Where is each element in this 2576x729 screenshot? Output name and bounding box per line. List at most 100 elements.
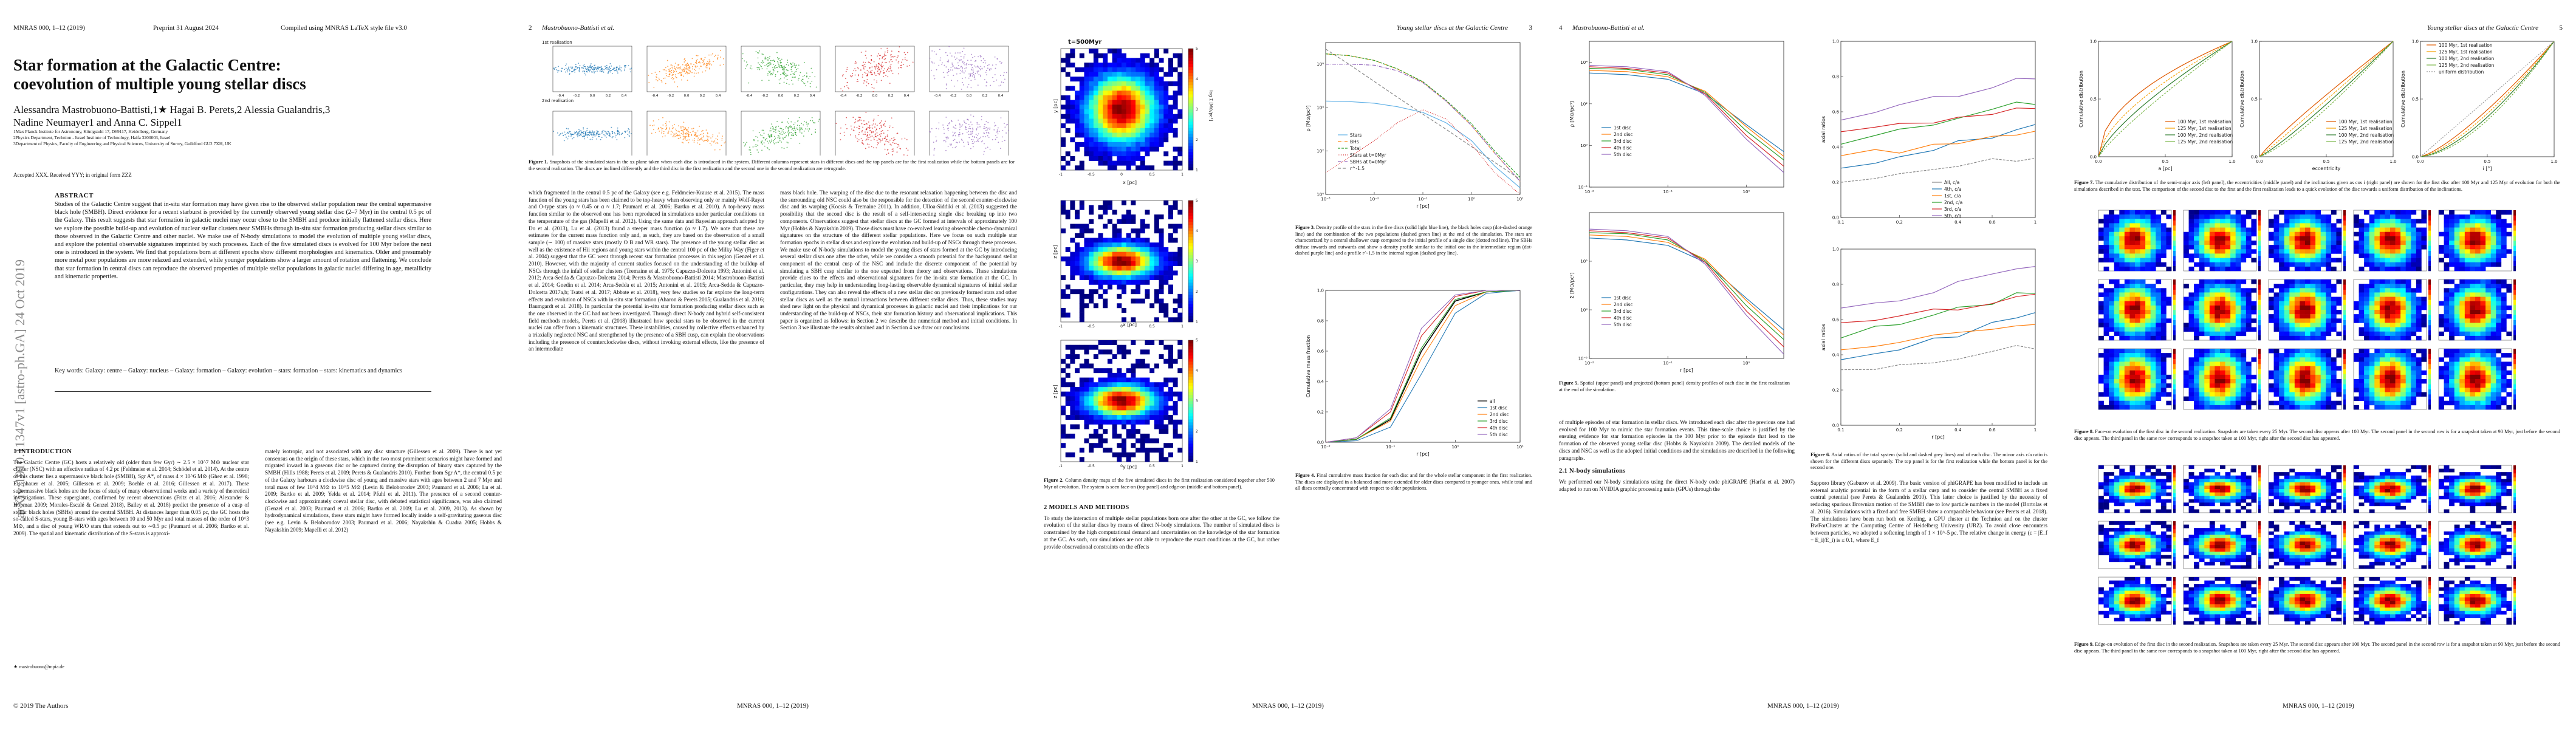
star-point: [778, 58, 780, 60]
series-line: [1589, 228, 1784, 355]
star-point: [749, 146, 750, 148]
density-cell: [2156, 262, 2162, 267]
density-cell: [1117, 228, 1122, 234]
density-cell: [2135, 245, 2140, 250]
star-point: [869, 61, 870, 63]
star-point: [698, 68, 700, 70]
colorbar-cell: [2173, 210, 2176, 216]
density-cell: [1159, 303, 1164, 309]
star-point: [581, 67, 583, 69]
density-cell: [1136, 252, 1141, 257]
density-cell: [2235, 227, 2241, 233]
star-point: [885, 58, 886, 60]
density-cell: [1126, 146, 1131, 152]
star-point: [773, 61, 775, 62]
density-cell: [2279, 241, 2285, 245]
density-cell: [2496, 227, 2502, 233]
star-point: [784, 66, 786, 68]
axis-label: r [pc]: [1931, 434, 1945, 440]
density-cell: [1168, 452, 1173, 457]
star-point: [567, 69, 568, 70]
star-point: [955, 146, 957, 148]
density-cell: [1145, 363, 1150, 369]
colorbar-cell: [1188, 137, 1193, 140]
star-point: [607, 66, 609, 68]
density-cell: [1136, 410, 1141, 416]
density-cell: [1168, 210, 1173, 215]
density-cell: [1070, 433, 1075, 439]
density-cell: [1075, 289, 1080, 295]
tick-label: 10⁻²: [1584, 190, 1594, 194]
density-cell: [2305, 236, 2311, 241]
density-cell: [1061, 67, 1066, 72]
star-point: [952, 147, 954, 148]
density-cell: [2245, 214, 2252, 219]
star-point: [691, 72, 693, 74]
star-point: [889, 125, 891, 127]
density-cell: [2464, 245, 2470, 250]
density-cell: [1168, 415, 1173, 420]
star-point: [956, 142, 957, 143]
density-cell: [1136, 100, 1141, 105]
density-cell: [2320, 231, 2326, 237]
star-point: [588, 68, 589, 70]
legend-entry: 5th, c/a: [1944, 213, 1961, 219]
axes-frame: [1589, 212, 1784, 359]
density-cell: [2289, 231, 2295, 237]
page-header: 4 Mastrobuono-Battisti et al.: [1559, 24, 2047, 34]
density-cell: [2199, 219, 2205, 224]
density-cell: [1140, 165, 1145, 171]
density-cell: [2400, 241, 2406, 245]
star-point: [582, 133, 584, 135]
star-point: [624, 66, 626, 67]
legend-entry: 1st disc: [1490, 405, 1507, 411]
density-cell: [2241, 241, 2247, 245]
density-cell: [1149, 252, 1155, 257]
star-point: [786, 142, 788, 143]
density-cell: [2390, 253, 2396, 258]
star-point: [891, 61, 893, 63]
density-cell: [1154, 63, 1159, 68]
density-cell: [2188, 210, 2194, 215]
star-point: [877, 115, 879, 116]
density-cell: [2160, 292, 2167, 297]
density-cell: [2289, 236, 2295, 241]
star-point: [988, 137, 990, 138]
colorbar-cell: [1188, 440, 1193, 444]
density-cell: [2188, 231, 2194, 237]
density-cell: [2374, 236, 2380, 241]
density-cell: [1159, 104, 1164, 110]
star-point: [998, 85, 1000, 87]
density-cell: [2475, 214, 2481, 219]
star-point: [869, 72, 871, 74]
density-cell: [1159, 114, 1164, 119]
density-cell: [2480, 214, 2486, 219]
colorbar-cell: [1188, 52, 1193, 55]
density-cell: [2245, 210, 2252, 215]
density-cell: [1107, 165, 1112, 171]
density-cell: [1145, 114, 1150, 119]
star-point: [583, 127, 584, 129]
density-cell: [1163, 95, 1169, 100]
figure-1-caption: Figure 1. Snapshots of the simulated sta…: [529, 159, 1015, 171]
density-cell: [1122, 72, 1126, 77]
paper-title: Star formation at the Galactic Centre: c…: [13, 56, 306, 93]
colorbar-cell: [1188, 85, 1193, 89]
density-cell: [1084, 114, 1089, 119]
density-cell: [1122, 275, 1126, 281]
density-cell: [1145, 289, 1150, 295]
star-point: [762, 62, 764, 64]
section-text: To study the interaction of multiple ste…: [1044, 515, 1279, 550]
density-cell: [2421, 236, 2427, 241]
star-point: [599, 134, 601, 135]
density-cell: [2150, 223, 2156, 228]
density-cell: [1093, 261, 1098, 266]
star-point: [806, 122, 807, 123]
density-cell: [1126, 72, 1131, 77]
density-cell: [2145, 305, 2151, 310]
star-point: [871, 84, 872, 85]
star-point: [970, 60, 972, 61]
star-point: [748, 82, 750, 84]
density-cell: [2220, 245, 2225, 250]
star-point: [605, 132, 607, 134]
